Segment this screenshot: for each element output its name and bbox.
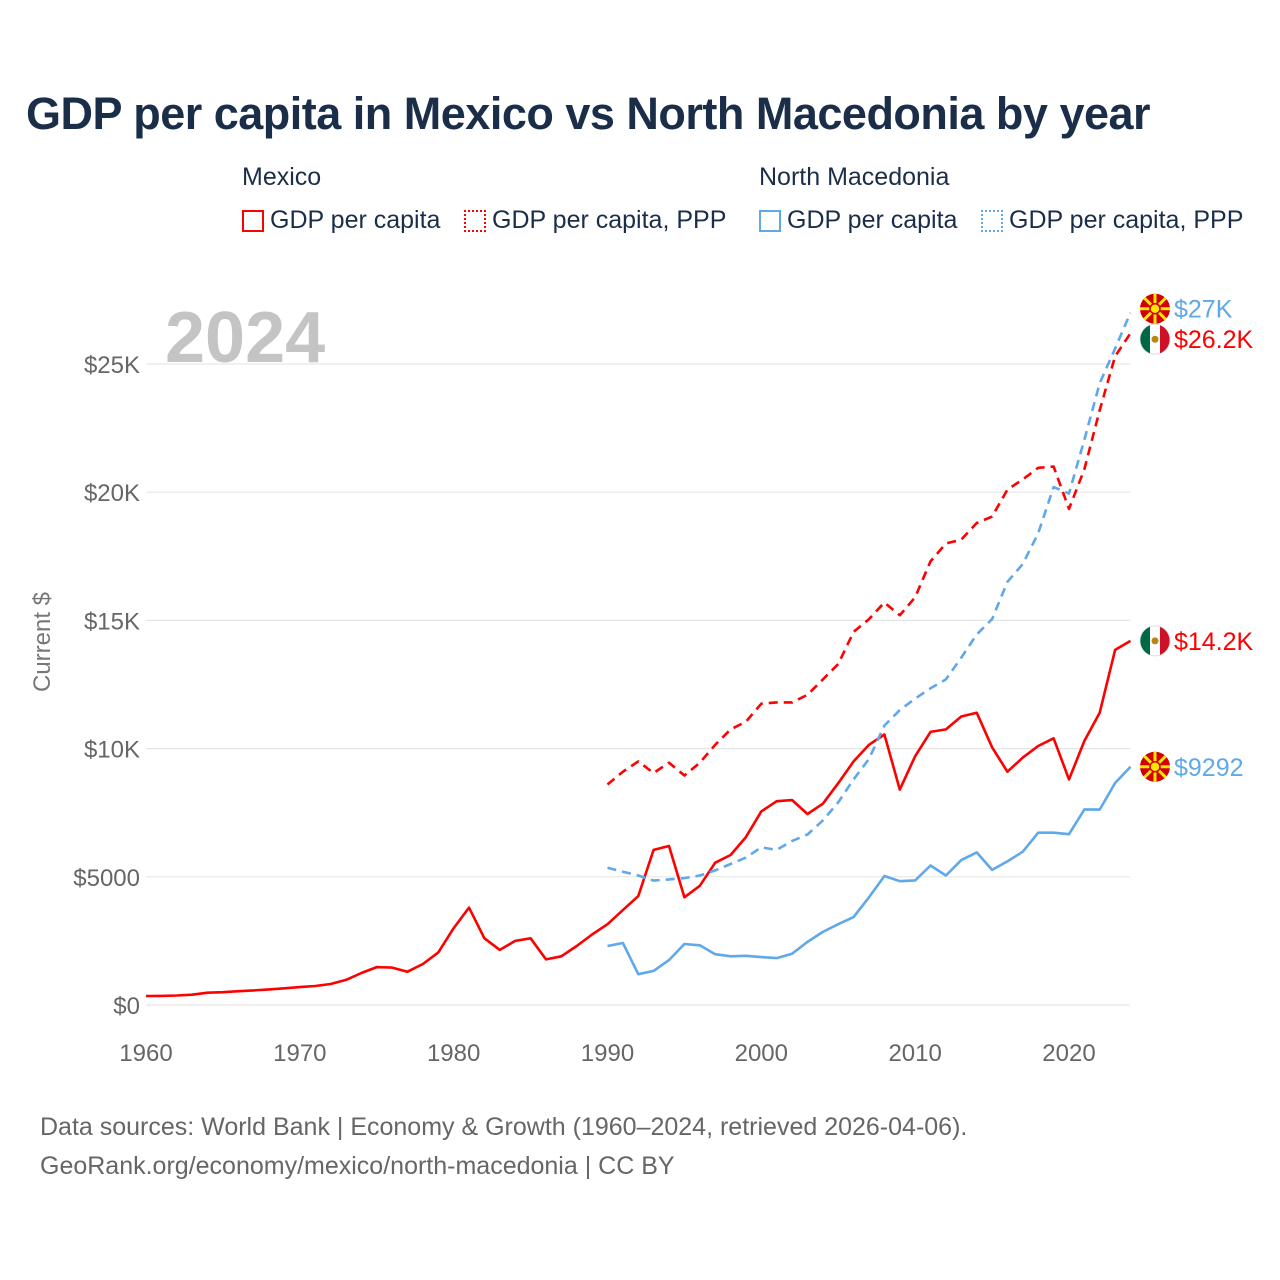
end-value-label: $14.2K xyxy=(1174,628,1254,656)
x-tick-label: 2020 xyxy=(1042,1040,1095,1067)
flag-stripe xyxy=(1160,626,1170,655)
end-value-label: $9292 xyxy=(1174,754,1244,782)
x-tick-label: 1970 xyxy=(273,1040,326,1067)
flag-stripe xyxy=(1160,325,1170,354)
legend-group-north-macedonia: North Macedonia xyxy=(759,163,950,191)
flag-stripe xyxy=(1140,626,1150,655)
end-marker: $14.2K xyxy=(1139,625,1254,657)
legend-label: GDP per capita xyxy=(787,206,958,234)
y-tick-label: $20K xyxy=(84,480,140,507)
y-axis-label: Current $ xyxy=(29,592,56,692)
footer: Data sources: World Bank | Economy & Gro… xyxy=(40,1108,967,1186)
series-line-mexico-gdp-per-capita-ppp xyxy=(606,332,1132,786)
legend-group-mexico: Mexico xyxy=(242,163,322,191)
x-tick-label: 1980 xyxy=(427,1040,480,1067)
flag-emblem xyxy=(1151,335,1159,343)
legend-mexico-ppp[interactable]: GDP per capita, PPP xyxy=(464,206,726,235)
end-value-label: $26.2K xyxy=(1174,326,1254,354)
source-link[interactable]: GeoRank.org/economy/mexico/north-macedon… xyxy=(40,1152,675,1180)
legend-nmk-gdp[interactable]: GDP per capita xyxy=(759,206,957,235)
flag-sun xyxy=(1149,302,1161,315)
flag-emblem xyxy=(1151,637,1159,645)
y-tick-label: $25K xyxy=(84,352,140,379)
series-line-mexico-gdp-per-capita xyxy=(145,639,1132,998)
end-value-label: $27K xyxy=(1174,296,1233,324)
end-marker: $27K xyxy=(1140,293,1233,324)
series-line-north-macedonia-gdp-per-capita-ppp xyxy=(607,312,1132,882)
y-tick-label: $5000 xyxy=(73,865,140,892)
legend-label: GDP per capita xyxy=(270,206,441,234)
end-marker: $26.2K xyxy=(1139,323,1254,355)
year-watermark: 2024 xyxy=(165,298,325,378)
flag-stripe xyxy=(1140,325,1150,354)
chart-title: GDP per capita in Mexico vs North Macedo… xyxy=(26,88,1151,139)
flag-sun xyxy=(1149,761,1161,773)
series-line-north-macedonia-gdp-per-capita xyxy=(607,765,1132,976)
legend-swatch xyxy=(981,209,1003,232)
end-marker: $9292 xyxy=(1140,751,1244,782)
legend-swatch xyxy=(464,209,486,232)
x-tick-label: 1960 xyxy=(119,1040,172,1067)
y-tick-label: $15K xyxy=(84,608,140,635)
legend-nmk-ppp[interactable]: GDP per capita, PPP xyxy=(981,206,1243,235)
legend-swatch xyxy=(759,209,781,232)
data-source-text: Data sources: World Bank | Economy & Gro… xyxy=(40,1113,968,1141)
legend-swatch xyxy=(242,209,264,232)
legend-label: GDP per capita, PPP xyxy=(492,206,727,234)
x-tick-label: 2000 xyxy=(735,1040,788,1067)
y-tick-label: $0 xyxy=(113,993,140,1020)
x-tick-label: 1990 xyxy=(581,1040,634,1067)
legend-mexico-gdp[interactable]: GDP per capita xyxy=(242,206,440,235)
x-tick-label: 2010 xyxy=(888,1040,941,1067)
legend-label: GDP per capita, PPP xyxy=(1009,206,1244,234)
y-tick-label: $10K xyxy=(84,737,140,764)
